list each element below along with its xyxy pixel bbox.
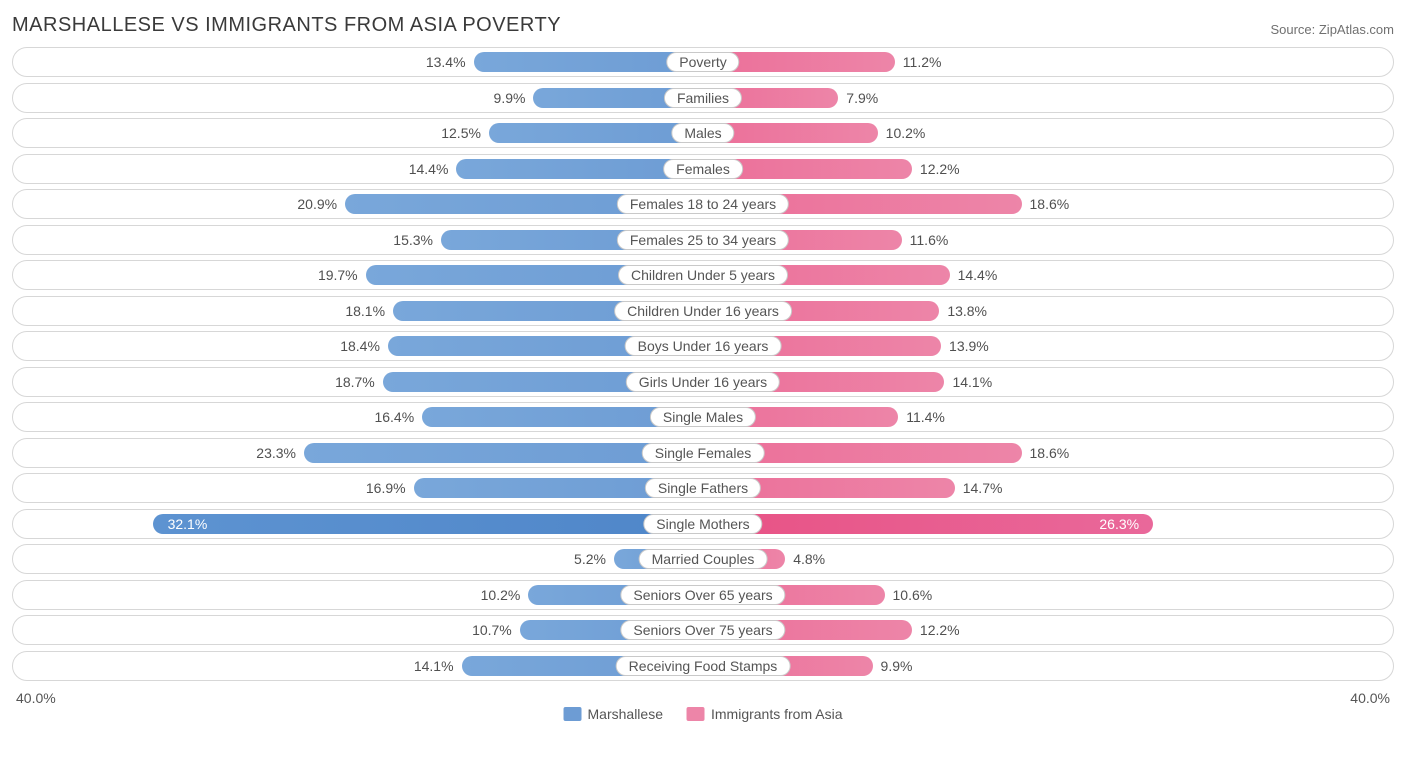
chart-legend: Marshallese Immigrants from Asia [564,706,843,722]
category-label: Females 25 to 34 years [617,230,789,250]
legend-swatch-left [564,707,582,721]
category-label: Families [664,88,742,108]
value-right: 12.2% [920,622,960,638]
value-left: 5.2% [574,551,606,567]
chart-row: 20.9% 18.6% Females 18 to 24 years [12,189,1394,219]
chart-row: 15.3% 11.6% Females 25 to 34 years [12,225,1394,255]
value-right: 11.2% [903,54,942,70]
category-label: Boys Under 16 years [625,336,782,356]
category-label: Poverty [666,52,739,72]
value-left: 15.3% [393,232,433,248]
value-right: 10.2% [886,125,926,141]
value-right: 18.6% [1030,196,1070,212]
value-right: 4.8% [793,551,825,567]
bar-left [153,514,703,534]
chart-row: 12.5% 10.2% Males [12,118,1394,148]
category-label: Males [671,123,734,143]
chart-row: 18.1% 13.8% Children Under 16 years [12,296,1394,326]
value-right: 10.6% [893,587,933,603]
source-prefix: Source: [1270,22,1318,37]
category-label: Children Under 16 years [614,301,792,321]
value-left: 10.2% [481,587,521,603]
chart-row: 23.3% 18.6% Single Females [12,438,1394,468]
axis-max-left: 40.0% [16,690,56,706]
value-left: 13.4% [426,54,466,70]
value-right: 7.9% [846,90,878,106]
legend-label-right: Immigrants from Asia [711,706,842,722]
chart-row: 16.9% 14.7% Single Fathers [12,473,1394,503]
category-label: Single Females [642,443,765,463]
value-right: 11.6% [910,232,949,248]
chart-row: 13.4% 11.2% Poverty [12,47,1394,77]
legend-item-right: Immigrants from Asia [687,706,842,722]
chart-row: 9.9% 7.9% Families [12,83,1394,113]
chart-row: 19.7% 14.4% Children Under 5 years [12,260,1394,290]
chart-row: 10.7% 12.2% Seniors Over 75 years [12,615,1394,645]
value-right: 14.1% [952,374,992,390]
chart-source: Source: ZipAtlas.com [1270,22,1394,37]
value-left: 32.1% [168,516,208,532]
category-label: Single Fathers [645,478,761,498]
chart-row: 5.2% 4.8% Married Couples [12,544,1394,574]
value-left: 18.7% [335,374,375,390]
chart-row: 16.4% 11.4% Single Males [12,402,1394,432]
value-right: 13.9% [949,338,989,354]
category-label: Receiving Food Stamps [616,656,791,676]
category-label: Females 18 to 24 years [617,194,789,214]
value-left: 14.4% [409,161,449,177]
chart-row: 10.2% 10.6% Seniors Over 65 years [12,580,1394,610]
legend-swatch-right [687,707,705,721]
chart-row: 18.4% 13.9% Boys Under 16 years [12,331,1394,361]
category-label: Seniors Over 75 years [620,620,785,640]
value-left: 18.1% [345,303,385,319]
value-right: 12.2% [920,161,960,177]
value-left: 16.9% [366,480,406,496]
chart-header: MARSHALLESE VS IMMIGRANTS FROM ASIA POVE… [10,10,1396,47]
axis-max-right: 40.0% [1350,690,1390,706]
category-label: Single Mothers [643,514,762,534]
category-label: Seniors Over 65 years [620,585,785,605]
category-label: Girls Under 16 years [626,372,780,392]
legend-item-left: Marshallese [564,706,663,722]
value-left: 18.4% [340,338,380,354]
value-left: 12.5% [441,125,481,141]
chart-row: 14.4% 12.2% Females [12,154,1394,184]
category-label: Children Under 5 years [618,265,788,285]
value-right: 26.3% [1099,516,1139,532]
value-right: 18.6% [1030,445,1070,461]
value-left: 20.9% [297,196,337,212]
value-right: 11.4% [906,409,945,425]
value-left: 10.7% [472,622,512,638]
bar-right [703,514,1153,534]
legend-label-left: Marshallese [588,706,663,722]
chart-row: 18.7% 14.1% Girls Under 16 years [12,367,1394,397]
category-label: Females [663,159,743,179]
value-left: 14.1% [414,658,454,674]
chart-title: MARSHALLESE VS IMMIGRANTS FROM ASIA POVE… [12,14,561,37]
category-label: Married Couples [639,549,768,569]
value-right: 14.4% [958,267,998,283]
value-left: 9.9% [494,90,526,106]
value-right: 14.7% [963,480,1003,496]
chart-row: 32.1% 26.3% Single Mothers [12,509,1394,539]
chart-footer: 40.0% 40.0% Marshallese Immigrants from … [10,686,1396,710]
value-left: 16.4% [374,409,414,425]
category-label: Single Males [650,407,756,427]
source-name: ZipAtlas.com [1319,22,1394,37]
chart-row: 14.1% 9.9% Receiving Food Stamps [12,651,1394,681]
value-left: 23.3% [256,445,296,461]
value-right: 9.9% [881,658,913,674]
diverging-bar-chart: 13.4% 11.2% Poverty 9.9% 7.9% Families 12.5% 10… [10,47,1396,681]
value-left: 19.7% [318,267,358,283]
value-right: 13.8% [947,303,987,319]
